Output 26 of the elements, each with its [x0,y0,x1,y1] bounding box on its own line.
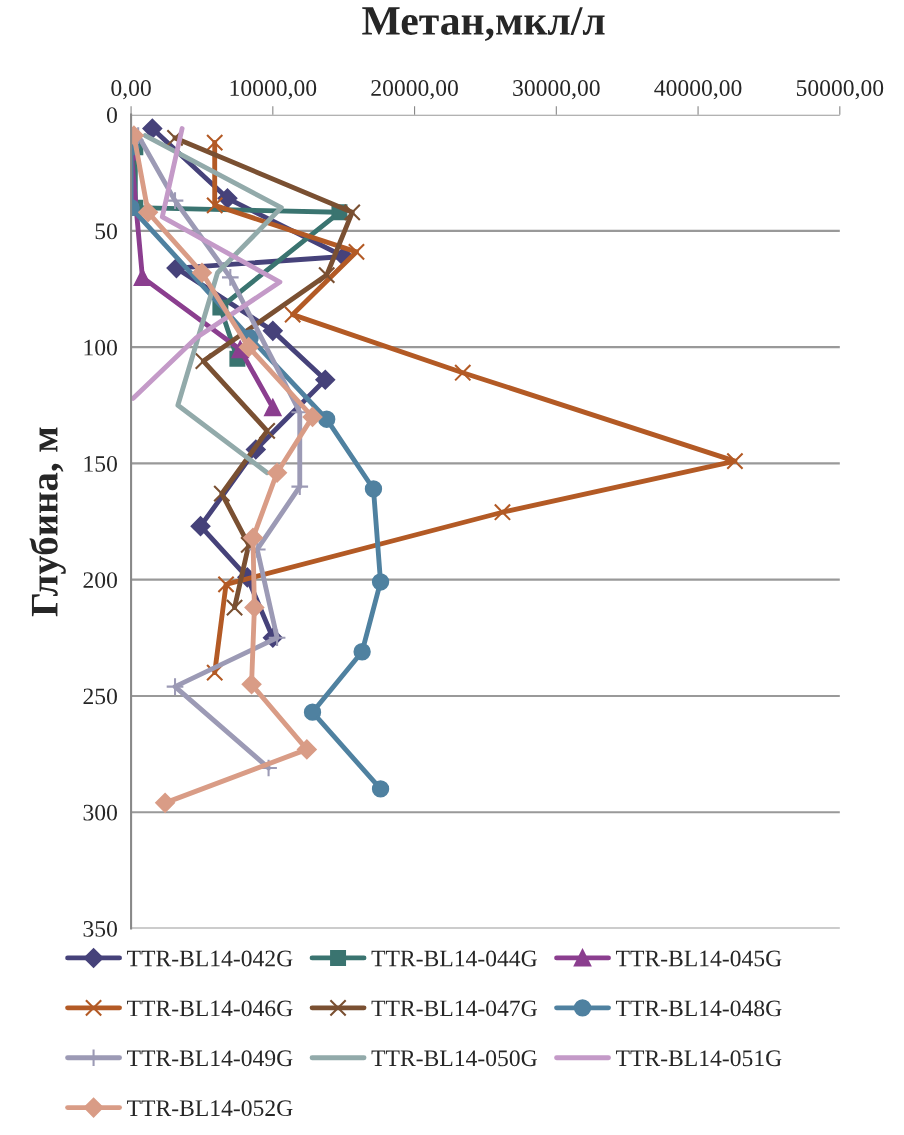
y-tick-label: 300 [83,804,117,821]
legend-label: TTR-BL14-048G [616,1000,782,1017]
y-tick-label: 100 [84,339,117,356]
legend-label: TTR-BL14-044G [371,950,537,967]
y-tick-label: 200 [83,572,117,589]
x-tick-label: 10000,00 [230,80,317,100]
x-tick-label: 40000,00 [654,80,742,100]
chart-title: Метан,мкл/л [362,7,605,42]
y-tick-label: 50 [95,223,117,240]
y-tick-label: 250 [83,688,117,705]
x-tick-label: 50000,00 [796,80,884,100]
y-tick-label: 150 [84,455,117,472]
y-tick-label: 350 [83,920,117,937]
x-tick-label: 20000,00 [371,80,458,100]
legend-label: TTR-BL14-049G [127,1050,293,1067]
legend-label: TTR-BL14-050G [371,1050,537,1067]
y-axis-title: Глубина, м [29,427,66,617]
legend-label: TTR-BL14-047G [371,1000,537,1017]
x-tick-label: 30000,00 [513,80,600,100]
legend-label: TTR-BL14-046G [127,1000,293,1017]
legend-label: TTR-BL14-052G [127,1100,293,1117]
y-tick-label: 0 [106,107,117,124]
legend-label: TTR-BL14-042G [127,950,293,967]
x-tick-label: 0,00 [111,80,151,100]
legend-label: TTR-BL14-045G [616,950,782,967]
legend-label: TTR-BL14-051G [616,1050,782,1067]
